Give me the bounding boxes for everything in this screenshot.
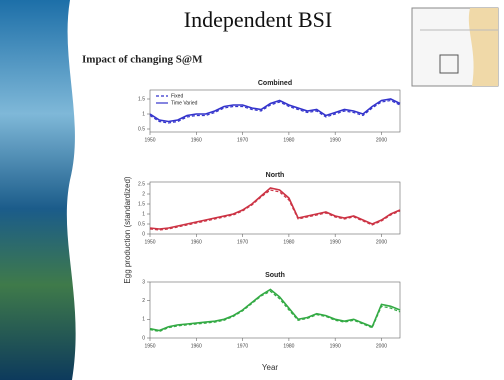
y-axis-label: Egg production (standardized) bbox=[123, 176, 132, 284]
slide-title: Independent BSI bbox=[184, 7, 332, 32]
x-tick-label: 1980 bbox=[283, 137, 294, 143]
series-line bbox=[150, 291, 400, 331]
y-tick-label: 1.5 bbox=[138, 96, 145, 102]
y-tick-label: 0 bbox=[142, 335, 145, 341]
x-axis-label: Year bbox=[262, 363, 279, 372]
plot-frame bbox=[150, 90, 400, 132]
x-tick-label: 1960 bbox=[191, 343, 202, 349]
panel-title: South bbox=[265, 272, 285, 279]
y-tick-label: 0.5 bbox=[138, 221, 145, 227]
y-tick-label: 1 bbox=[142, 317, 145, 323]
x-tick-label: 1990 bbox=[330, 343, 341, 349]
x-tick-label: 1970 bbox=[237, 137, 248, 143]
series-line bbox=[150, 188, 400, 229]
x-tick-label: 1950 bbox=[144, 239, 155, 245]
x-tick-label: 1980 bbox=[283, 239, 294, 245]
slide: Independent BSI Impact of changing S@M E… bbox=[0, 0, 504, 380]
panel-title: Combined bbox=[258, 80, 292, 87]
x-tick-label: 1960 bbox=[191, 137, 202, 143]
y-tick-label: 1.5 bbox=[138, 201, 145, 207]
legend-label: Fixed bbox=[171, 93, 183, 99]
y-tick-label: 2 bbox=[142, 298, 145, 304]
map-inset bbox=[412, 8, 498, 86]
x-tick-label: 2000 bbox=[376, 343, 387, 349]
y-tick-label: 2.5 bbox=[138, 181, 145, 187]
x-tick-label: 2000 bbox=[376, 239, 387, 245]
y-tick-label: 0 bbox=[142, 231, 145, 237]
x-tick-label: 1980 bbox=[283, 343, 294, 349]
x-tick-label: 1990 bbox=[330, 239, 341, 245]
slide-subtitle: Impact of changing S@M bbox=[82, 54, 203, 66]
x-tick-label: 1950 bbox=[144, 137, 155, 143]
y-tick-label: 1 bbox=[142, 111, 145, 117]
x-tick-label: 1970 bbox=[237, 343, 248, 349]
x-tick-label: 1960 bbox=[191, 239, 202, 245]
y-tick-label: 3 bbox=[142, 279, 145, 285]
y-tick-label: 2 bbox=[142, 191, 145, 197]
x-tick-label: 1990 bbox=[330, 137, 341, 143]
y-tick-label: 1 bbox=[142, 211, 145, 217]
decor-strip bbox=[0, 0, 76, 380]
x-tick-label: 1950 bbox=[144, 343, 155, 349]
x-tick-label: 2000 bbox=[376, 137, 387, 143]
legend-label: Time Varied bbox=[171, 100, 198, 106]
panel-title: North bbox=[266, 172, 285, 179]
plot-frame bbox=[150, 282, 400, 338]
x-tick-label: 1970 bbox=[237, 239, 248, 245]
y-tick-label: 0.5 bbox=[138, 126, 145, 132]
